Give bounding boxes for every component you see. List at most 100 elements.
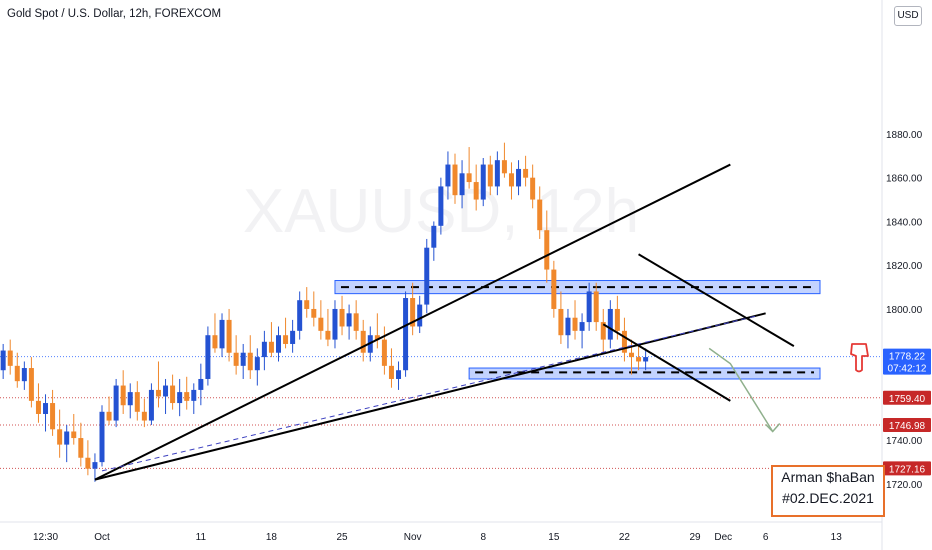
price-tag-value: 1778.22 (889, 352, 926, 363)
y-tick-label: 1880.00 (886, 130, 923, 141)
x-tick-label: Nov (404, 532, 422, 543)
candle-body (452, 164, 458, 196)
candle-body (191, 389, 197, 401)
price-tag-value: 1746.98 (889, 421, 926, 432)
x-tick-label: 8 (480, 532, 486, 543)
candle-body (643, 357, 649, 362)
candle-body (78, 438, 84, 458)
candle-body (480, 164, 486, 200)
candle-body (607, 308, 613, 340)
x-tick-label: 12:30 (33, 532, 58, 543)
candle-body (325, 330, 331, 340)
x-tick-label: 25 (336, 532, 348, 543)
projection-arrow (708, 347, 774, 432)
candle-body (99, 411, 105, 463)
candle-body (487, 164, 493, 187)
x-tick-label: Dec (714, 532, 732, 543)
candle-body (551, 269, 557, 309)
trendline (638, 253, 795, 348)
candle-body (198, 378, 204, 390)
author-date: #02.DEC.2021 (782, 490, 874, 506)
hand-pointing-down-icon (850, 343, 869, 373)
candle-body (254, 357, 260, 371)
candle-body (141, 411, 147, 421)
candle-body (50, 403, 56, 430)
candle-body (339, 308, 345, 327)
candle-body (170, 385, 176, 404)
candle-body (148, 389, 154, 421)
candle-body (71, 431, 77, 439)
candle-body (290, 330, 296, 344)
candle-body (346, 313, 352, 327)
candle-body (233, 352, 239, 366)
candle-body (14, 365, 20, 382)
candle-body (57, 429, 63, 445)
candle-body (240, 352, 246, 366)
candle-body (120, 385, 126, 406)
candle-body (21, 368, 27, 382)
x-tick-label: 22 (619, 532, 631, 543)
candle-body (537, 199, 543, 231)
price-tag (883, 348, 931, 375)
candle-body (579, 322, 585, 331)
candle-body (523, 168, 529, 178)
price-tag-value: 1759.40 (889, 394, 926, 405)
candle-body (155, 389, 161, 397)
candle-body (572, 317, 578, 331)
candle-body (600, 322, 606, 340)
candle-body (268, 341, 274, 353)
candle-body (43, 403, 49, 414)
y-tick-label: 1720.00 (886, 480, 923, 491)
candle-body (28, 368, 34, 401)
candle-body (205, 335, 211, 379)
candle-body (410, 298, 416, 327)
candle-body (163, 385, 169, 397)
candle-body (629, 352, 634, 358)
candle-body (184, 392, 190, 401)
candle-body (473, 182, 479, 200)
candle-body (586, 291, 592, 323)
candle-body (459, 173, 465, 196)
candle-body (7, 350, 13, 366)
x-tick-label: Oct (94, 532, 110, 543)
candle-body (544, 230, 550, 270)
candle-body (106, 411, 112, 421)
x-tick-label: 29 (689, 532, 701, 543)
candle-body (593, 291, 599, 323)
candle-body (332, 308, 338, 340)
chart-title: Gold Spot / U.S. Dollar, 12h, FOREXCOM (7, 8, 222, 20)
candle-body (318, 317, 324, 331)
candle-body (501, 160, 507, 174)
candle-body (283, 335, 289, 344)
price-tag (883, 461, 931, 476)
price-tag (883, 390, 931, 405)
candle-body (85, 457, 91, 469)
candle-body (438, 186, 444, 226)
candle-body (212, 335, 218, 349)
candle-body (636, 357, 642, 362)
candle-body (226, 319, 232, 353)
candle-body (92, 462, 98, 469)
support-resistance-zone (468, 367, 821, 380)
candle-body (396, 370, 402, 379)
x-tick-label: 13 (831, 532, 843, 543)
candle-body (311, 308, 317, 318)
candle-body (247, 352, 253, 371)
author-name: Arman $haBan (781, 469, 875, 485)
candle-body (558, 308, 564, 336)
candle-body (445, 164, 451, 187)
x-tick-label: 15 (548, 532, 560, 543)
candle-body (127, 392, 133, 406)
currency-button[interactable]: USD (894, 6, 922, 26)
x-tick-label: 18 (266, 532, 278, 543)
y-tick-label: 1840.00 (886, 217, 923, 228)
candle-body (494, 160, 500, 187)
candle-body (424, 247, 430, 305)
candle-body (297, 300, 303, 331)
candle-body (177, 392, 183, 404)
candle-body (530, 177, 536, 200)
trendline (602, 323, 731, 402)
candle-body (360, 330, 366, 353)
candle-body (381, 339, 387, 366)
